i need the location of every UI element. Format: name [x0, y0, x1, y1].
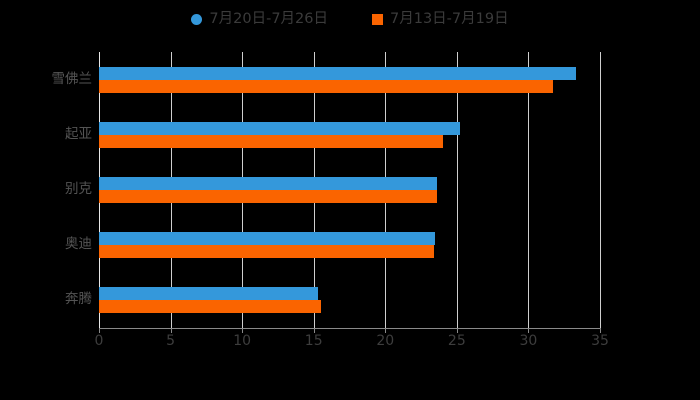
- x-tick-mark: [170, 328, 172, 333]
- legend-item-label: 7月13日-7月19日: [390, 10, 509, 27]
- legend-circle-marker-icon: [191, 13, 203, 25]
- y-axis-label: 别克: [65, 181, 92, 197]
- x-tick-mark: [385, 328, 387, 333]
- bar-group: [99, 66, 600, 93]
- x-tick-label: 30: [519, 333, 538, 349]
- bar-group: [99, 177, 600, 203]
- x-axis-line: [99, 328, 601, 329]
- legend-item-series-1[interactable]: 7月20日-7月26日: [191, 12, 328, 27]
- bar-group: [99, 121, 600, 148]
- bar[interactable]: [99, 245, 434, 259]
- y-axis-label: 奔腾: [65, 291, 92, 308]
- bar-group: [99, 232, 600, 259]
- bar[interactable]: [99, 79, 553, 93]
- x-tick-label: 20: [376, 333, 395, 349]
- x-tick-label: 5: [166, 333, 176, 349]
- chart-legend: 7月20日-7月26日 7月13日-7月19日: [0, 8, 700, 30]
- bar[interactable]: [99, 134, 443, 148]
- gridline: [456, 52, 458, 328]
- gridline: [528, 52, 530, 328]
- x-tick-mark: [456, 328, 458, 333]
- bar[interactable]: [99, 190, 437, 203]
- bar[interactable]: [99, 287, 318, 301]
- bar[interactable]: [99, 232, 436, 246]
- x-tick-mark: [600, 328, 601, 333]
- x-tick-label: 15: [304, 333, 323, 349]
- bar[interactable]: [99, 177, 437, 190]
- legend-item-label: 7月20日-7月26日: [209, 10, 328, 27]
- x-tick-mark: [313, 328, 315, 333]
- bar[interactable]: [99, 66, 576, 80]
- x-tick-mark: [528, 328, 530, 333]
- y-axis-label: 奥迪: [65, 236, 92, 253]
- x-tick-label: 10: [233, 333, 252, 349]
- bar-group: [99, 287, 600, 314]
- x-tick-mark: [99, 328, 100, 333]
- x-tick-label: 0: [94, 333, 104, 349]
- bar[interactable]: [99, 300, 321, 314]
- gridline: [600, 52, 601, 328]
- x-tick-label: 25: [447, 333, 466, 349]
- y-axis-label: 雪佛兰: [51, 70, 93, 87]
- y-axis-label: 起亚: [65, 125, 92, 142]
- bar[interactable]: [99, 121, 460, 135]
- x-tick-mark: [242, 328, 244, 333]
- plot-area: [99, 52, 601, 328]
- legend-item-series-2[interactable]: 7月13日-7月19日: [372, 12, 509, 27]
- legend-square-marker-icon: [372, 13, 383, 25]
- x-tick-label: 35: [591, 333, 609, 349]
